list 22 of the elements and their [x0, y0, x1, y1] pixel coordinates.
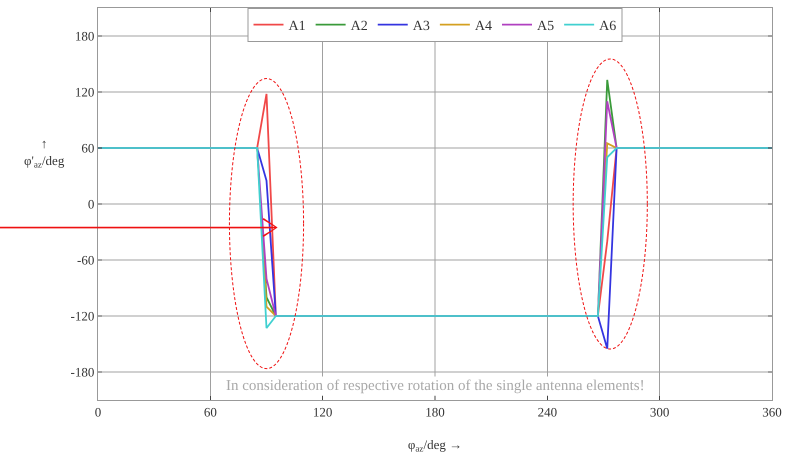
y-tick-label: 0: [88, 196, 94, 212]
legend-label: A2: [350, 19, 368, 34]
x-tick-label: 240: [538, 404, 558, 420]
annotation: In consideration of respective rotation of the single antenna elements!: [226, 378, 645, 394]
x-tick-label: 60: [204, 404, 217, 420]
legend-label: A6: [599, 19, 616, 34]
legend-label: A1: [288, 19, 306, 34]
legend-label: A3: [412, 19, 430, 34]
y-axis-title: ↑ φ'$_{az}$/deg: [24, 136, 65, 170]
y-tick-label: -180: [70, 364, 94, 380]
legend-label: A4: [474, 19, 492, 34]
x-tick-label: 300: [650, 404, 670, 420]
y-tick-label: -60: [77, 252, 94, 268]
y-tick-label: 180: [74, 28, 94, 44]
x-tick-label: 120: [312, 404, 332, 420]
x-axis-title: φ$_{az}$/deg →: [408, 437, 462, 454]
x-tick-label: 360: [762, 404, 782, 420]
x-tick-label: 180: [425, 404, 445, 420]
y-tick-label: -120: [70, 308, 94, 324]
y-tick-label: 60: [81, 140, 94, 156]
y-tick-label: 120: [74, 84, 94, 100]
legend-label: A5: [537, 19, 554, 34]
